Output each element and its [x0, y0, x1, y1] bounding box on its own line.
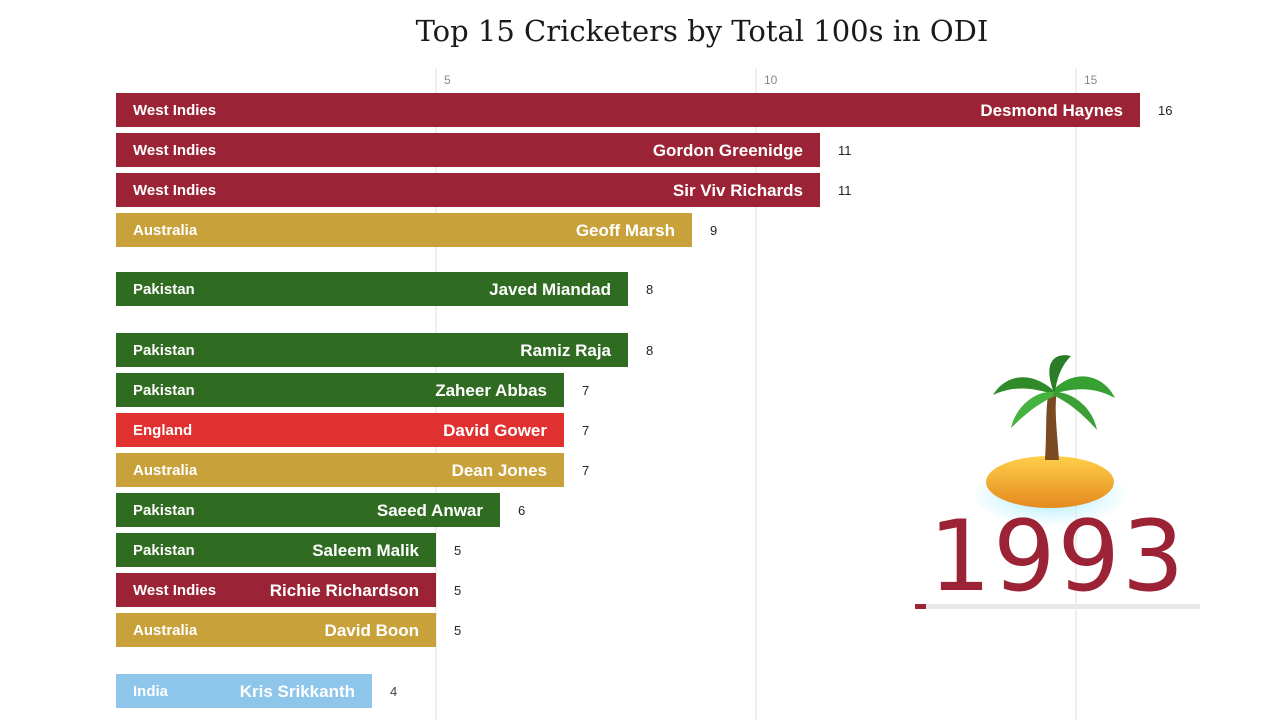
- x-tick-label: 10: [764, 73, 778, 87]
- bar: [116, 533, 436, 567]
- bar-player-label: Javed Miandad: [489, 280, 611, 299]
- year-label: 1993: [928, 500, 1187, 614]
- bar-row: Pakistan Saeed Anwar 6: [116, 493, 525, 527]
- bar-player-label: David Boon: [325, 621, 419, 640]
- bar-country-label: West Indies: [133, 182, 216, 199]
- bar-row: Pakistan Javed Miandad 8: [116, 272, 653, 306]
- bar-country-label: Australia: [133, 222, 198, 239]
- bar-row: West Indies Gordon Greenidge 11: [116, 133, 852, 167]
- bar-row: West Indies Sir Viv Richards 11: [116, 173, 852, 207]
- bar-row: Pakistan Saleem Malik 5: [116, 533, 461, 567]
- bar: [116, 213, 692, 247]
- bar: [116, 333, 628, 367]
- year-progress-track: [915, 604, 1200, 609]
- chart-title: Top 15 Cricketers by Total 100s in ODI: [415, 14, 989, 48]
- bar-value-label: 16: [1158, 103, 1172, 118]
- bar: [116, 453, 564, 487]
- bar-country-label: Australia: [133, 622, 198, 639]
- desert-island-icon: [975, 355, 1125, 525]
- bar-value-label: 11: [838, 183, 852, 198]
- bar-country-label: West Indies: [133, 582, 216, 599]
- bar-player-label: Kris Srikkanth: [240, 682, 355, 701]
- x-tick-label: 5: [444, 73, 451, 87]
- bar: [116, 173, 820, 207]
- bar-value-label: 7: [582, 423, 589, 438]
- x-tick-label: 15: [1084, 73, 1098, 87]
- bar: [116, 674, 372, 708]
- bar-row: Pakistan Ramiz Raja 8: [116, 333, 653, 367]
- bar: [116, 493, 500, 527]
- bar-row: Pakistan Zaheer Abbas 7: [116, 373, 589, 407]
- bar-row: England David Gower 7: [116, 413, 589, 447]
- bar-value-label: 4: [390, 684, 397, 699]
- bar-player-label: Richie Richardson: [270, 581, 419, 600]
- bar: [116, 373, 564, 407]
- bar-value-label: 5: [454, 623, 461, 638]
- bar-value-label: 9: [710, 223, 717, 238]
- bar: [116, 573, 436, 607]
- bar-country-label: Pakistan: [133, 502, 195, 519]
- bar-row: Australia Dean Jones 7: [116, 453, 589, 487]
- bar-country-label: Pakistan: [133, 542, 195, 559]
- bar-country-label: Australia: [133, 462, 198, 479]
- bar-value-label: 6: [518, 503, 525, 518]
- bar-row: India Kris Srikkanth 4: [116, 674, 397, 708]
- bar-player-label: Zaheer Abbas: [435, 381, 547, 400]
- bar-country-label: Pakistan: [133, 281, 195, 298]
- bar-country-label: India: [133, 683, 169, 700]
- bar-row: Australia David Boon 5: [116, 613, 461, 647]
- bar: [116, 133, 820, 167]
- bar-player-label: Dean Jones: [452, 461, 547, 480]
- bar-value-label: 7: [582, 383, 589, 398]
- bar-player-label: Sir Viv Richards: [673, 181, 803, 200]
- bar-player-label: Ramiz Raja: [520, 341, 611, 360]
- bar-player-label: Saeed Anwar: [377, 501, 484, 520]
- bar-country-label: West Indies: [133, 102, 216, 119]
- bar: [116, 613, 436, 647]
- bar-value-label: 8: [646, 282, 653, 297]
- bar-row: Australia Geoff Marsh 9: [116, 213, 717, 247]
- bar-value-label: 5: [454, 583, 461, 598]
- bar-player-label: Saleem Malik: [312, 541, 419, 560]
- bar-player-label: Desmond Haynes: [980, 101, 1123, 120]
- bar-layer: West Indies Desmond Haynes 16 West Indies Go…: [116, 93, 1172, 708]
- bar-country-label: Pakistan: [133, 342, 195, 359]
- year-progress-fill: [915, 604, 927, 609]
- bar-row: West Indies Richie Richardson 5: [116, 573, 461, 607]
- bar-country-label: West Indies: [133, 142, 216, 159]
- bar: [116, 272, 628, 306]
- bar-player-label: David Gower: [443, 421, 547, 440]
- bar-country-label: England: [133, 422, 192, 439]
- bar-value-label: 11: [838, 143, 852, 158]
- bar-player-label: Gordon Greenidge: [653, 141, 803, 160]
- bar-player-label: Geoff Marsh: [576, 221, 675, 240]
- bar-value-label: 5: [454, 543, 461, 558]
- bar-value-label: 7: [582, 463, 589, 478]
- bar: [116, 413, 564, 447]
- bar-country-label: Pakistan: [133, 382, 195, 399]
- bar-value-label: 8: [646, 343, 653, 358]
- bar: [116, 93, 1140, 127]
- bar-row: West Indies Desmond Haynes 16: [116, 93, 1172, 127]
